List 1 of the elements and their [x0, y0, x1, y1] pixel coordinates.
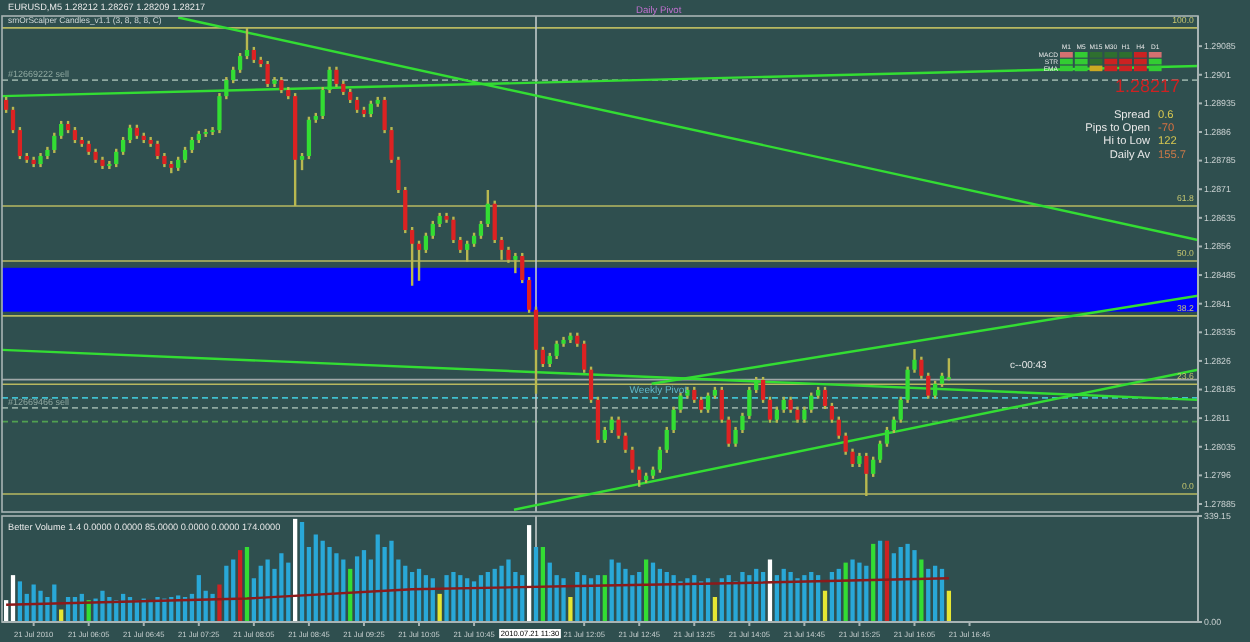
- annotation: 1.28217: [1114, 76, 1180, 96]
